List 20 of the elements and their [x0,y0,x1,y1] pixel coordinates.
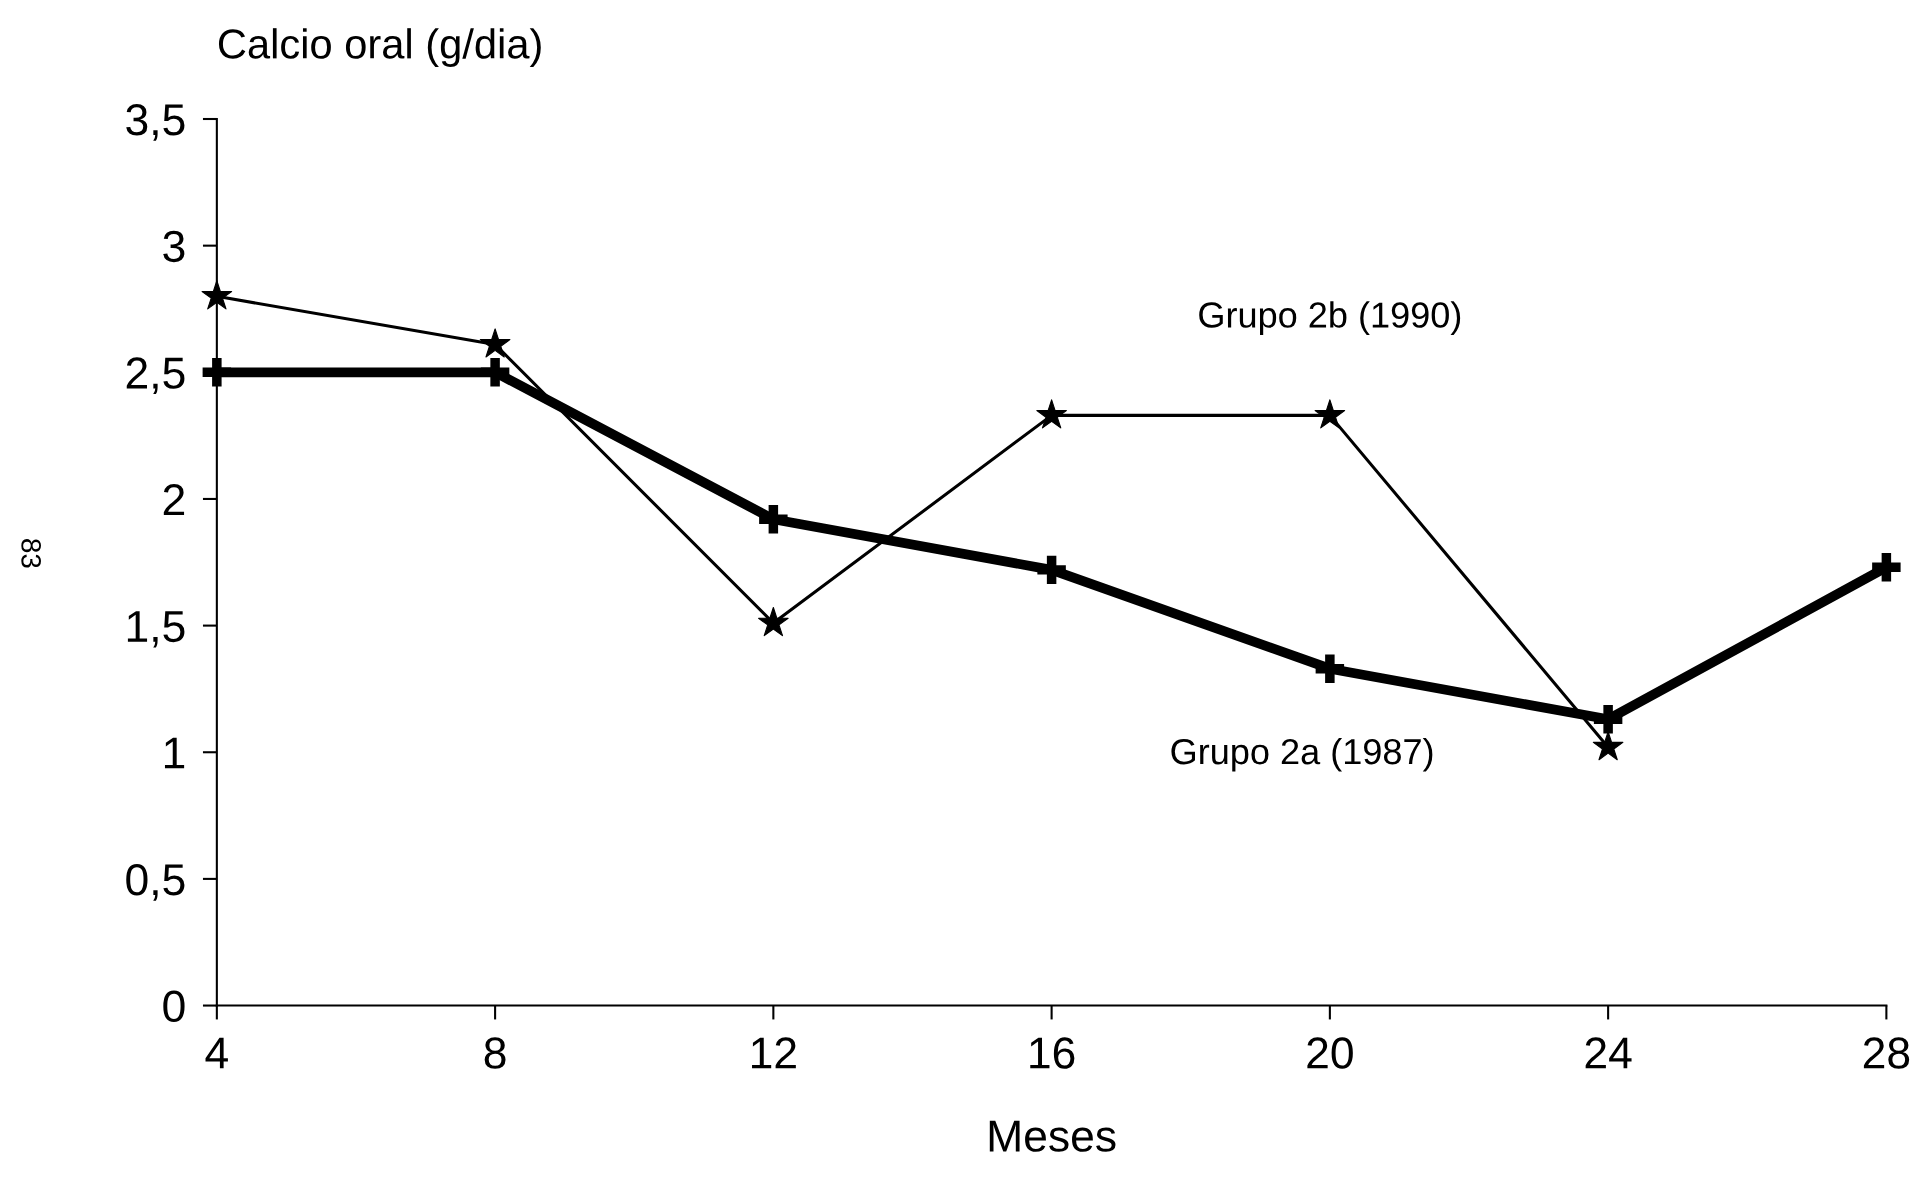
x-tick-label: 4 [205,1037,228,1069]
x-tick-label: 16 [1030,1037,1075,1069]
y-axis-title: Calcio oral (g/dia) [218,28,541,68]
series-label: Grupo 2a (1987) [1171,737,1433,772]
y-tick-label: 1,5 [127,611,185,648]
y-tick-label: 0 [163,990,185,1023]
y-tick-label: 2 [163,484,185,516]
x-tick-label: 24 [1585,1037,1632,1069]
x-tick-label: 12 [752,1037,796,1069]
y-tick-label: 1 [164,737,185,769]
x-axis-title: Meses [989,1120,1116,1152]
text: 83 [21,539,41,568]
x-tick-label: 28 [1863,1037,1910,1069]
x-tick-label: 8 [484,1037,506,1069]
x-tick-label: 20 [1307,1037,1353,1069]
y-tick-label: 2,5 [126,357,185,395]
y-tick-label: 3 [163,230,185,263]
text: Grupo 2b (1990) [1199,301,1461,335]
y-tick-label: 0,5 [126,863,185,901]
y-tick-label: 3,5 [126,104,185,141]
